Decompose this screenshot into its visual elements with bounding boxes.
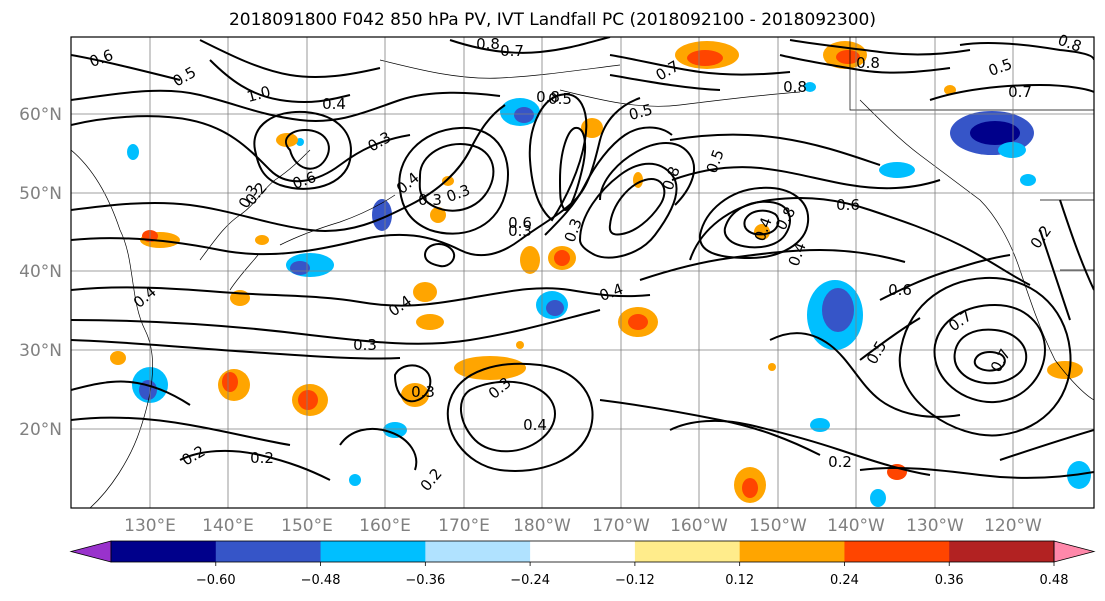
contour-label: 0.8 (856, 54, 880, 72)
map-title: 2018091800 F042 850 hPa PV, IVT Landfall… (228, 10, 876, 30)
contour-label: 0.8 (536, 88, 560, 106)
contour-label: 0.3 (411, 383, 435, 401)
longitude-tick-label: 150°E (281, 516, 333, 536)
contour-label: 0.7 (1008, 83, 1032, 101)
colorbar-segment (425, 541, 531, 562)
contour-label: 0.7 (500, 42, 524, 60)
colorbar-segment (215, 541, 322, 562)
contour-label: 0.6 (836, 196, 860, 214)
colorbar-segment (949, 541, 1055, 562)
longitude-tick-label: 140°W (827, 516, 885, 536)
contour-label: 0.4 (322, 95, 346, 113)
latitude-tick-label: 50°N (19, 184, 62, 204)
colorbar-segment (739, 541, 845, 562)
colorbar-tick-label: 0.36 (935, 573, 964, 588)
map-plot-area (71, 37, 1094, 508)
pv-anomaly-shading (110, 41, 1091, 507)
contour-label: 0.5 (627, 100, 655, 124)
contour-label: 0.8 (783, 78, 807, 96)
latitude-tick-label: 60°N (19, 105, 62, 125)
longitude-tick-label: 160°E (359, 516, 411, 536)
contour-label: 0.3 (508, 222, 532, 240)
colorbar-tick-label: −0.48 (301, 573, 341, 588)
longitude-labels: 130°E 140°E 150°E 160°E 170°E 180°W 170°W 160°W… (124, 516, 1042, 536)
colorbar-tick-labels: −0.60 −0.48 −0.36 −0.24 −0.12 0.12 0.24 0.36 0.4… (196, 562, 1069, 588)
colorbar-tick-label: −0.24 (510, 573, 550, 588)
colorbar-tick-label: 0.24 (830, 573, 859, 588)
colorbar-tick-label: 0.48 (1040, 573, 1069, 588)
colorbar-segment (530, 541, 636, 562)
colorbar (69, 540, 1096, 563)
colorbar-outline (110, 540, 1055, 563)
contour-label: 0.6 (508, 214, 532, 232)
contour-label: 0.2 (250, 449, 274, 467)
contour-label: 0.8 (476, 35, 500, 53)
map-frame (70, 36, 1095, 509)
longitude-tick-label: 150°W (749, 516, 807, 536)
colorbar-tick-label: −0.12 (615, 573, 655, 588)
longitude-tick-label: 130°E (124, 516, 176, 536)
colorbar-tick-label: −0.36 (405, 573, 445, 588)
contour-label: 1.0 (245, 82, 273, 106)
contour-label: 0.5 (548, 90, 572, 108)
contour-label: 0.6 (888, 281, 912, 299)
longitude-tick-label: 170°W (592, 516, 650, 536)
latitude-tick-label: 30°N (19, 341, 62, 361)
colorbar-extend-low (69, 540, 112, 563)
longitude-tick-label: 160°W (670, 516, 728, 536)
latitude-tick-label: 20°N (19, 420, 62, 440)
ivt-contours (71, 37, 1094, 481)
graticule (71, 37, 1094, 508)
contour-label: 0.4 (523, 416, 547, 434)
colorbar-segment (634, 541, 741, 562)
colorbar-extend-high (1053, 540, 1096, 563)
longitude-tick-label: 140°E (202, 516, 254, 536)
colorbar-tick-label: 0.12 (725, 573, 754, 588)
latitude-labels: 20°N 30°N 40°N 50°N 60°N (19, 105, 62, 440)
longitude-tick-label: 170°E (438, 516, 490, 536)
contour-label: 0.2 (828, 453, 852, 471)
longitude-tick-label: 130°W (906, 516, 964, 536)
colorbar-segment (844, 541, 950, 562)
longitude-tick-label: 120°W (984, 516, 1042, 536)
contour-label: 0.3 (353, 336, 377, 354)
longitude-tick-label: 180°W (513, 516, 571, 536)
colorbar-segment (320, 541, 426, 562)
colorbar-tick-label: −0.60 (196, 573, 236, 588)
latitude-tick-label: 40°N (19, 262, 62, 282)
colorbar-segment (111, 541, 217, 562)
contour-label: 0.3 (418, 191, 442, 209)
